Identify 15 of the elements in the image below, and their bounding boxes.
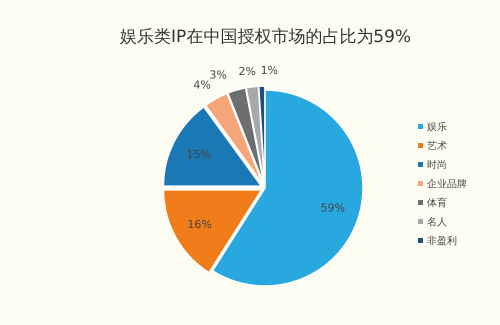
data-label: 15% xyxy=(186,148,211,162)
data-label: 3% xyxy=(209,68,227,82)
data-label: 2% xyxy=(238,64,256,78)
legend-label: 艺术 xyxy=(427,140,447,152)
legend-label: 时尚 xyxy=(427,159,447,171)
legend-label: 非盈利 xyxy=(427,235,457,247)
legend-label: 娱乐 xyxy=(427,121,447,133)
data-label: 1% xyxy=(260,64,278,78)
data-label: 59% xyxy=(320,202,345,215)
data-label: 16% xyxy=(187,218,212,231)
data-label: 4% xyxy=(193,78,211,92)
legend-label: 企业品牌 xyxy=(427,178,467,190)
legend-label: 名人 xyxy=(427,216,447,228)
chart-title: 娱乐类IP在中国授权市场的占比为59% xyxy=(120,27,412,47)
legend-label: 体育 xyxy=(427,197,447,209)
